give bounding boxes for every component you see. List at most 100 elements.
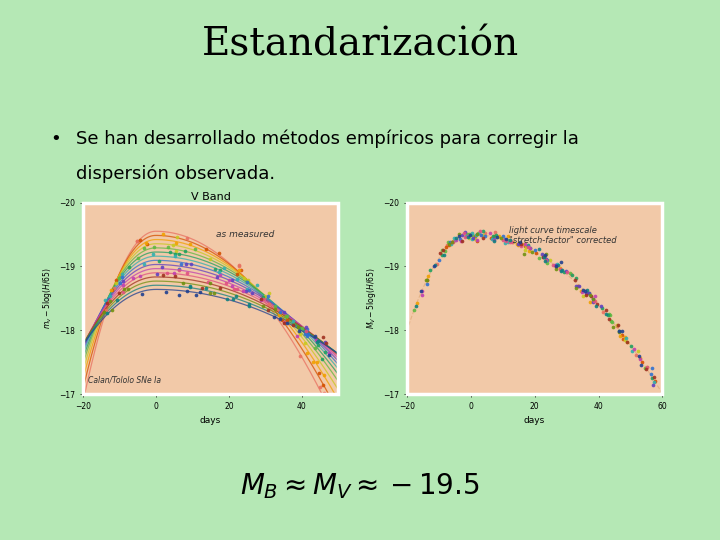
Point xyxy=(160,288,171,297)
Point xyxy=(168,269,180,278)
Point xyxy=(220,278,232,287)
Point xyxy=(148,242,159,251)
Point xyxy=(445,240,456,248)
Point xyxy=(500,237,511,245)
Point xyxy=(611,321,622,329)
Point xyxy=(410,302,421,310)
Point xyxy=(617,334,629,343)
Point xyxy=(488,234,500,243)
Point xyxy=(620,335,631,344)
Point xyxy=(649,373,660,382)
Point xyxy=(588,298,599,307)
Point xyxy=(219,264,230,272)
Point xyxy=(151,269,163,278)
Point xyxy=(575,287,587,295)
Point xyxy=(102,308,113,317)
Point xyxy=(421,275,433,284)
Point xyxy=(588,296,600,305)
Point xyxy=(122,285,133,293)
Point xyxy=(541,255,552,264)
Point xyxy=(201,284,212,293)
Point xyxy=(237,286,248,295)
Point xyxy=(211,273,222,281)
Point xyxy=(110,279,122,288)
Point xyxy=(190,291,202,299)
Point xyxy=(302,325,313,334)
Point xyxy=(446,238,458,246)
Point xyxy=(287,316,299,325)
Point xyxy=(490,231,502,240)
Point xyxy=(156,262,168,271)
Point xyxy=(480,232,491,241)
Point xyxy=(246,289,258,298)
Point xyxy=(529,246,541,254)
Point xyxy=(631,351,642,360)
Point xyxy=(449,236,461,245)
Point xyxy=(323,350,335,359)
Point xyxy=(167,240,179,249)
Text: Estandarización: Estandarización xyxy=(202,27,518,64)
Point xyxy=(647,373,658,382)
Point xyxy=(569,275,580,284)
Point xyxy=(117,287,128,296)
Point xyxy=(223,275,235,284)
Point xyxy=(471,236,482,245)
Point xyxy=(233,262,245,271)
Point xyxy=(258,294,270,302)
Point xyxy=(589,292,600,300)
Point xyxy=(440,247,451,255)
Point xyxy=(469,231,481,240)
Point xyxy=(117,276,128,285)
Point xyxy=(564,270,576,279)
Text: Se han desarrollado métodos empíricos para corregir la: Se han desarrollado métodos empíricos pa… xyxy=(76,130,578,148)
Point xyxy=(113,274,125,282)
Point xyxy=(602,311,613,320)
Point xyxy=(181,234,193,242)
Point xyxy=(604,311,616,320)
Point xyxy=(294,329,305,338)
Point xyxy=(170,250,181,259)
Point xyxy=(523,246,535,255)
Point xyxy=(441,242,452,251)
Point xyxy=(619,332,631,341)
Point xyxy=(596,303,608,312)
Point xyxy=(292,322,304,331)
Point xyxy=(564,268,576,277)
Point xyxy=(554,263,565,272)
Point xyxy=(519,241,531,250)
Point xyxy=(422,276,433,285)
Point xyxy=(158,230,169,238)
Point xyxy=(592,299,603,308)
Point xyxy=(640,364,652,373)
Point xyxy=(420,275,432,284)
Point xyxy=(204,278,216,287)
Point xyxy=(319,348,330,356)
Point xyxy=(170,247,181,255)
Point xyxy=(444,241,455,249)
Point xyxy=(495,234,507,242)
Point xyxy=(539,256,551,265)
Point xyxy=(518,240,530,249)
Point xyxy=(275,307,287,316)
Point xyxy=(549,260,560,269)
Point xyxy=(280,312,292,320)
Point xyxy=(464,230,475,238)
Point xyxy=(243,300,255,308)
Point xyxy=(523,242,534,251)
Point xyxy=(515,241,526,250)
Point xyxy=(477,234,489,242)
Point xyxy=(215,271,226,279)
Y-axis label: $m_v - 5\log(H/65)$: $m_v - 5\log(H/65)$ xyxy=(40,267,53,329)
Point xyxy=(526,247,538,256)
Point xyxy=(264,300,275,308)
Point xyxy=(318,381,329,389)
Point xyxy=(214,249,225,258)
Point xyxy=(301,349,312,357)
Point xyxy=(550,262,562,271)
Point xyxy=(649,376,660,385)
Point xyxy=(488,237,500,245)
Point xyxy=(177,279,189,287)
Point xyxy=(310,336,322,345)
Point xyxy=(451,235,462,244)
Point xyxy=(647,380,659,389)
